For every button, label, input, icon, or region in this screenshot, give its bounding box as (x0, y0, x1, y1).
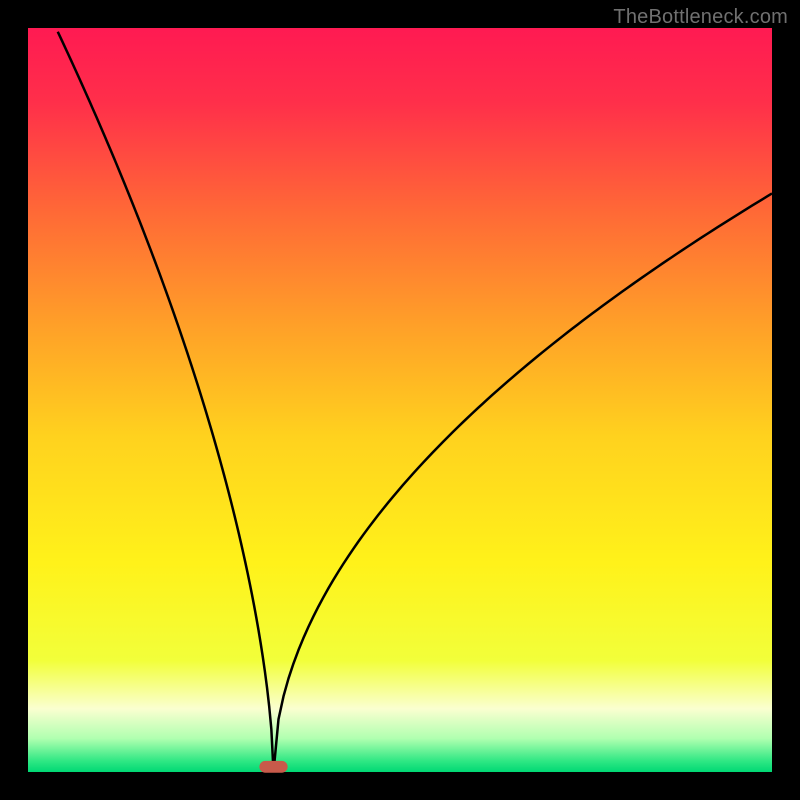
chart-container: TheBottleneck.com (0, 0, 800, 800)
gradient-background (28, 28, 772, 772)
bottleneck-chart (0, 0, 800, 800)
optimal-marker (259, 761, 287, 773)
watermark-text: TheBottleneck.com (613, 6, 788, 29)
